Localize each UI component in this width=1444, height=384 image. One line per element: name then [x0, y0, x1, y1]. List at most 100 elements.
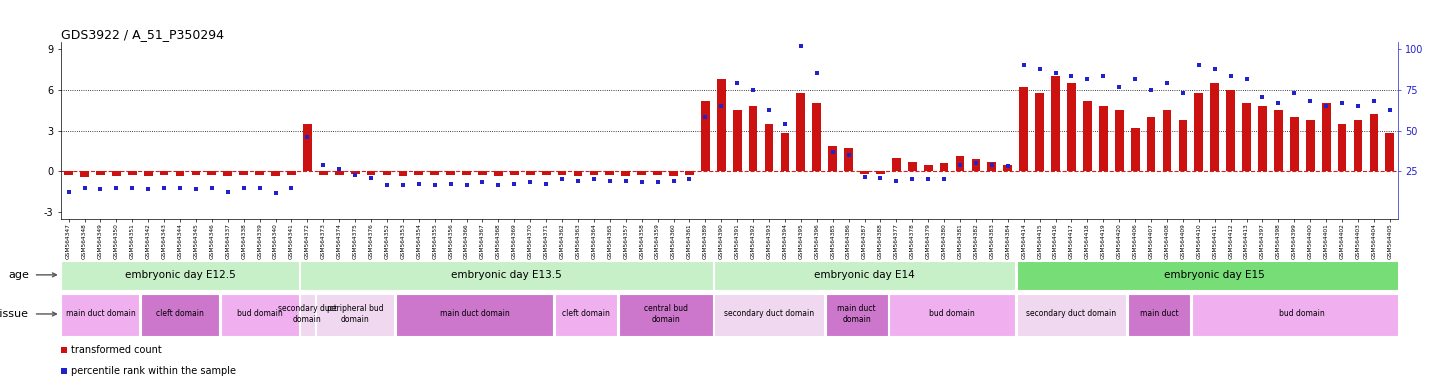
- Text: embryonic day E12.5: embryonic day E12.5: [124, 270, 235, 280]
- Bar: [335, 171, 344, 175]
- Bar: [557, 171, 566, 175]
- Text: cleft domain: cleft domain: [156, 310, 204, 318]
- Bar: [1226, 90, 1235, 171]
- Bar: [351, 171, 360, 174]
- Bar: [605, 171, 614, 175]
- Bar: [396, 294, 553, 336]
- Bar: [1017, 294, 1126, 336]
- Bar: [618, 294, 712, 336]
- Bar: [1162, 110, 1171, 171]
- Bar: [1147, 117, 1155, 171]
- Bar: [826, 294, 888, 336]
- Bar: [749, 106, 758, 171]
- Bar: [208, 171, 217, 175]
- Bar: [700, 101, 709, 171]
- Bar: [972, 159, 980, 171]
- Bar: [797, 93, 806, 171]
- Bar: [1289, 117, 1298, 171]
- Text: cleft domain: cleft domain: [562, 310, 609, 318]
- Text: central bud
domain: central bud domain: [644, 304, 687, 324]
- Text: secondary duct domain: secondary duct domain: [1027, 310, 1116, 318]
- Bar: [478, 171, 487, 175]
- Bar: [1083, 101, 1092, 171]
- Text: bud domain: bud domain: [237, 310, 283, 318]
- Text: age: age: [7, 270, 29, 280]
- Bar: [414, 171, 423, 175]
- Text: embryonic day E15: embryonic day E15: [1164, 270, 1265, 280]
- Bar: [589, 171, 598, 175]
- Text: main duct domain: main duct domain: [65, 310, 136, 318]
- Bar: [319, 171, 328, 175]
- Bar: [1191, 294, 1412, 336]
- Bar: [716, 79, 726, 171]
- Bar: [300, 261, 712, 290]
- Text: secondary duct
domain: secondary duct domain: [277, 304, 336, 324]
- Text: secondary duct domain: secondary duct domain: [723, 310, 814, 318]
- Bar: [908, 162, 917, 171]
- Bar: [554, 294, 617, 336]
- Text: main duct
domain: main duct domain: [838, 304, 877, 324]
- Bar: [176, 171, 185, 176]
- Bar: [669, 171, 677, 176]
- Bar: [1305, 120, 1314, 171]
- Bar: [813, 103, 822, 171]
- Bar: [845, 148, 853, 171]
- Bar: [446, 171, 455, 175]
- Bar: [684, 171, 693, 175]
- Bar: [1178, 120, 1187, 171]
- Bar: [383, 171, 391, 175]
- Bar: [192, 171, 201, 175]
- Text: transformed count: transformed count: [72, 345, 162, 355]
- Bar: [1017, 261, 1412, 290]
- Text: tissue: tissue: [0, 309, 29, 319]
- Bar: [526, 171, 534, 175]
- Bar: [542, 171, 550, 175]
- Text: peripheral bud
domain: peripheral bud domain: [326, 304, 384, 324]
- Bar: [956, 156, 965, 171]
- Bar: [653, 171, 661, 175]
- Bar: [271, 171, 280, 176]
- Text: embryonic day E14: embryonic day E14: [814, 270, 915, 280]
- Bar: [1210, 83, 1219, 171]
- Bar: [1004, 164, 1012, 171]
- Bar: [430, 171, 439, 175]
- Text: bud domain: bud domain: [1279, 310, 1326, 318]
- Bar: [637, 171, 645, 175]
- Bar: [221, 294, 299, 336]
- Bar: [715, 294, 825, 336]
- Bar: [224, 171, 232, 176]
- Bar: [1274, 110, 1282, 171]
- Bar: [861, 171, 869, 174]
- Bar: [1051, 76, 1060, 171]
- Bar: [1337, 124, 1346, 171]
- Bar: [142, 294, 219, 336]
- Bar: [1194, 93, 1203, 171]
- Text: percentile rank within the sample: percentile rank within the sample: [72, 366, 237, 376]
- Bar: [1369, 114, 1378, 171]
- Bar: [988, 162, 996, 171]
- Bar: [64, 171, 74, 175]
- Bar: [732, 110, 742, 171]
- Bar: [1128, 294, 1190, 336]
- Text: main duct domain: main duct domain: [439, 310, 510, 318]
- Bar: [81, 171, 90, 177]
- Bar: [97, 171, 105, 175]
- Bar: [924, 164, 933, 171]
- Bar: [287, 171, 296, 175]
- Bar: [160, 171, 169, 175]
- Bar: [765, 124, 774, 171]
- Bar: [573, 171, 582, 176]
- Bar: [367, 171, 375, 175]
- Bar: [829, 146, 838, 171]
- Bar: [1035, 93, 1044, 171]
- Bar: [510, 171, 518, 175]
- Bar: [1385, 133, 1395, 171]
- Text: GDS3922 / A_51_P350294: GDS3922 / A_51_P350294: [61, 28, 224, 41]
- Bar: [144, 171, 153, 176]
- Bar: [494, 171, 503, 176]
- Bar: [715, 261, 1015, 290]
- Bar: [1242, 103, 1251, 171]
- Bar: [1258, 106, 1266, 171]
- Bar: [877, 171, 885, 174]
- Bar: [621, 171, 630, 176]
